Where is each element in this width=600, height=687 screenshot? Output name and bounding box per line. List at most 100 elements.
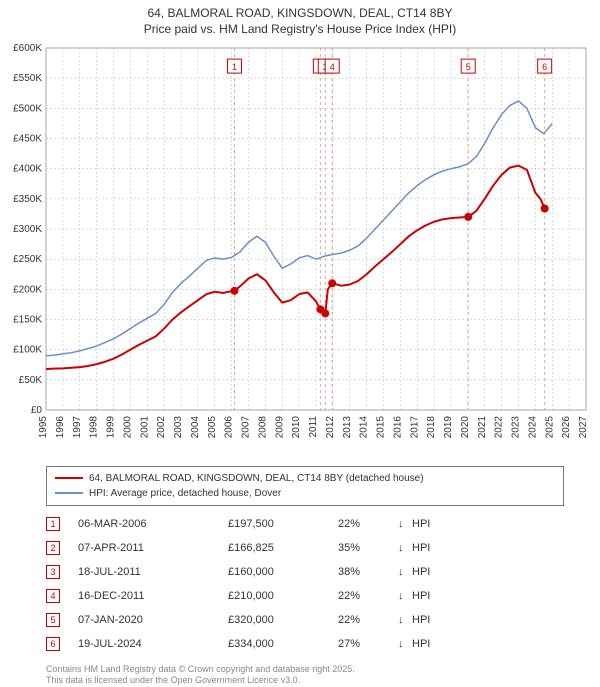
tx-pct: 27%: [338, 638, 398, 650]
svg-text:2003: 2003: [173, 415, 184, 438]
svg-text:2007: 2007: [241, 415, 252, 438]
table-row: 1 06-MAR-2006£197,50022%↓HPI: [46, 512, 564, 536]
svg-text:6: 6: [542, 62, 547, 72]
tx-vs-hpi: HPI: [412, 542, 442, 554]
svg-text:2027: 2027: [578, 415, 589, 438]
tx-date: 06-MAR-2006: [78, 518, 228, 530]
footer-line2: This data is licensed under the Open Gov…: [46, 675, 564, 687]
tx-price: £334,000: [228, 638, 338, 650]
tx-pct: 35%: [338, 542, 398, 554]
svg-text:2005: 2005: [207, 415, 218, 438]
tx-marker: 3: [46, 565, 60, 579]
table-row: 207-APR-2011£166,82535%↓HPI: [46, 536, 564, 560]
down-arrow-icon: ↓: [398, 590, 412, 602]
svg-text:2011: 2011: [308, 415, 319, 437]
svg-text:1998: 1998: [89, 415, 100, 438]
down-arrow-icon: ↓: [398, 614, 412, 626]
svg-text:2025: 2025: [544, 415, 555, 438]
svg-text:1995: 1995: [38, 415, 49, 438]
tx-date: 16-DEC-2011: [78, 590, 228, 602]
tx-marker: 4: [46, 589, 60, 603]
svg-text:2024: 2024: [527, 415, 538, 438]
svg-text:2014: 2014: [359, 415, 370, 438]
down-arrow-icon: ↓: [398, 518, 412, 530]
tx-date: 19-JUL-2024: [78, 638, 228, 650]
svg-text:2016: 2016: [392, 415, 403, 438]
tx-price: £320,000: [228, 614, 338, 626]
svg-text:£600K: £600K: [13, 43, 42, 54]
tx-pct: 22%: [338, 590, 398, 602]
svg-text:£200K: £200K: [13, 284, 42, 295]
chart-svg: £0 £50K £100K £150K £200K £250K £300K £350K £400…: [0, 40, 600, 460]
svg-text:2018: 2018: [426, 415, 437, 438]
svg-text:£50K: £50K: [19, 374, 43, 385]
tx-date: 07-APR-2011: [78, 542, 228, 554]
tx-price: £160,000: [228, 566, 338, 578]
down-arrow-icon: ↓: [398, 638, 412, 650]
svg-text:£150K: £150K: [13, 314, 42, 325]
tx-price: £166,825: [228, 542, 338, 554]
svg-text:£0: £0: [31, 405, 43, 416]
svg-text:£100K: £100K: [13, 344, 42, 355]
svg-text:2020: 2020: [460, 415, 471, 438]
tx-vs-hpi: HPI: [412, 518, 442, 530]
table-row: 507-JAN-2020£320,00022%↓HPI: [46, 608, 564, 632]
svg-text:2001: 2001: [139, 415, 150, 438]
table-row: 416-DEC-2011£210,00022%↓HPI: [46, 584, 564, 608]
legend-label: HPI: Average price, detached house, Dove…: [89, 486, 281, 501]
tx-date: 07-JAN-2020: [78, 614, 228, 626]
legend-label: 64, BALMORAL ROAD, KINGSDOWN, DEAL, CT14…: [89, 471, 424, 486]
footer-attribution: Contains HM Land Registry data © Crown c…: [46, 664, 564, 687]
svg-text:2023: 2023: [511, 415, 522, 438]
svg-text:1999: 1999: [106, 415, 117, 438]
chart-area: £0 £50K £100K £150K £200K £250K £300K £350K £400…: [0, 40, 600, 460]
tx-vs-hpi: HPI: [412, 638, 442, 650]
chart-title-line1: 64, BALMORAL ROAD, KINGSDOWN, DEAL, CT14…: [0, 0, 600, 22]
tx-marker: 6: [46, 637, 60, 651]
svg-text:£300K: £300K: [13, 224, 42, 235]
svg-text:4: 4: [330, 62, 335, 72]
svg-text:1996: 1996: [55, 415, 66, 438]
down-arrow-icon: ↓: [398, 566, 412, 578]
svg-text:2008: 2008: [257, 415, 268, 438]
down-arrow-icon: ↓: [398, 542, 412, 554]
svg-text:£450K: £450K: [13, 133, 42, 144]
svg-text:2009: 2009: [274, 415, 285, 438]
footer-line1: Contains HM Land Registry data © Crown c…: [46, 664, 564, 676]
svg-text:2026: 2026: [561, 415, 572, 438]
svg-text:5: 5: [466, 62, 471, 72]
tx-price: £197,500: [228, 518, 338, 530]
legend-swatch: [55, 492, 83, 494]
svg-text:2017: 2017: [409, 415, 420, 438]
tx-date: 18-JUL-2011: [78, 566, 228, 578]
svg-text:2015: 2015: [376, 415, 387, 438]
svg-text:2012: 2012: [325, 415, 336, 438]
legend-item: 64, BALMORAL ROAD, KINGSDOWN, DEAL, CT14…: [55, 471, 555, 486]
svg-text:2004: 2004: [190, 415, 201, 438]
legend-swatch: [55, 477, 83, 479]
svg-text:2010: 2010: [291, 415, 302, 438]
tx-vs-hpi: HPI: [412, 566, 442, 578]
svg-text:2019: 2019: [443, 415, 454, 438]
tx-pct: 38%: [338, 566, 398, 578]
transaction-table: 106-MAR-2006£197,50022%↓HPI207-APR-2011£…: [46, 512, 564, 656]
legend-box: 64, BALMORAL ROAD, KINGSDOWN, DEAL, CT14…: [46, 466, 564, 506]
svg-text:2021: 2021: [477, 415, 488, 438]
svg-text:£350K: £350K: [13, 193, 42, 204]
tx-marker: 1: [46, 517, 60, 531]
svg-text:£400K: £400K: [13, 163, 42, 174]
svg-text:£250K: £250K: [13, 254, 42, 265]
svg-text:2006: 2006: [224, 415, 235, 438]
tx-vs-hpi: HPI: [412, 590, 442, 602]
legend-item: HPI: Average price, detached house, Dove…: [55, 486, 555, 501]
tx-pct: 22%: [338, 614, 398, 626]
tx-pct: 22%: [338, 518, 398, 530]
svg-text:2002: 2002: [156, 415, 167, 438]
table-row: 3 18-JUL-2011£160,00038%↓HPI: [46, 560, 564, 584]
table-row: 6 19-JUL-2024£334,00027%↓HPI: [46, 632, 564, 656]
svg-text:£500K: £500K: [13, 103, 42, 114]
svg-text:1997: 1997: [72, 415, 83, 438]
tx-marker: 5: [46, 613, 60, 627]
svg-text:2022: 2022: [494, 415, 505, 438]
svg-text:2013: 2013: [342, 415, 353, 438]
